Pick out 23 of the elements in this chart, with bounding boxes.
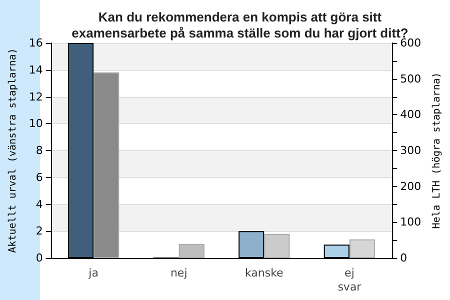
y-tick-label: 2: [36, 224, 43, 238]
y-tick-label: 0: [36, 252, 43, 264]
y2-tick-label: 500: [400, 72, 422, 86]
y-tick-label: 8: [36, 144, 43, 157]
y-tick-label: 6: [36, 170, 43, 184]
bar: [178, 244, 204, 258]
y-tick-label: 16: [28, 36, 43, 50]
y-axis-title: Aktuellt urval (vänstra staplarna): [8, 48, 18, 253]
x-tick-label: nej: [170, 266, 188, 280]
y2-tick-label: 400: [400, 108, 422, 122]
y-tick-label: 10: [28, 117, 43, 130]
y-tick-label: 14: [28, 63, 43, 76]
y2-tick-label: 200: [400, 180, 422, 193]
y-tick-label: 12: [28, 90, 43, 104]
x-tick-label: ja: [88, 266, 98, 280]
y2-tick-label: 600: [400, 36, 422, 50]
y2-tick-label: 100: [400, 216, 422, 229]
x-tick-label: ej svar: [338, 266, 362, 294]
y2-tick-label: 300: [400, 144, 422, 157]
y2-tick-label: 0: [400, 252, 408, 264]
y-tick-label: 4: [36, 198, 43, 211]
x-tick-label: kanske: [244, 266, 284, 280]
y2-axis-title: Hela LTH (högra staplarna): [432, 72, 442, 229]
